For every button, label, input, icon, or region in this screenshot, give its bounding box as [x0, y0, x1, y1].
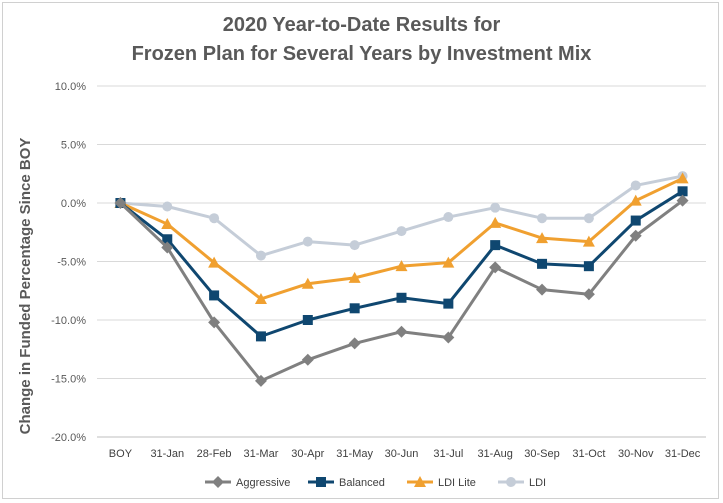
x-tick-label: 31-May: [336, 448, 373, 460]
legend-marker: [212, 476, 224, 488]
data-point-ldi: [396, 226, 407, 237]
x-tick-label: 31-Oct: [572, 448, 605, 460]
data-point-aggressive: [301, 353, 314, 366]
data-point-ldi: [583, 213, 594, 224]
data-point-aggressive: [442, 331, 455, 344]
legend-label: LDI: [529, 477, 546, 489]
legend-marker: [316, 477, 326, 487]
data-point-ldi-lite: [582, 235, 595, 247]
data-point-balanced: [162, 234, 173, 245]
data-point-balanced: [583, 261, 594, 272]
data-point-balanced: [396, 292, 407, 303]
y-tick-label: 5.0%: [61, 140, 86, 152]
data-point-aggressive: [254, 374, 267, 387]
series-layer: [114, 171, 689, 387]
data-point-aggressive: [161, 241, 174, 254]
x-tick-label: 31-Jul: [433, 448, 463, 460]
x-tick-label: 30-Apr: [291, 448, 324, 460]
y-tick-label: -5.0%: [57, 257, 86, 269]
data-point-aggressive: [348, 337, 361, 350]
data-point-balanced: [677, 186, 688, 197]
chart-frame: [2, 2, 719, 499]
legend-marker: [506, 477, 516, 487]
x-tick-label: 28-Feb: [197, 448, 232, 460]
data-point-ldi-lite: [208, 256, 221, 268]
data-point-ldi-lite: [536, 232, 549, 244]
x-tick-label: 30-Jun: [385, 448, 419, 460]
legend: Aggressive Balanced LDI Lite LDI: [205, 476, 546, 489]
y-tick-label: 0.0%: [61, 198, 86, 210]
data-point-aggressive: [395, 325, 408, 338]
data-point-ldi-lite: [395, 260, 408, 272]
data-point-ldi: [255, 250, 266, 261]
y-tick-label: 10.0%: [55, 81, 86, 93]
legend-marker: [414, 476, 426, 487]
data-point-ldi-lite: [676, 172, 689, 184]
y-axis-label: Change in Funded Percentage Since BOY: [17, 138, 34, 435]
legend-item-balanced: Balanced: [308, 477, 385, 489]
y-tick-label: -10.0%: [51, 315, 86, 327]
data-point-ldi-lite: [489, 216, 502, 228]
data-point-aggressive: [582, 288, 595, 301]
legend-label: LDI Lite: [438, 477, 476, 489]
data-point-aggressive: [629, 229, 642, 242]
data-point-balanced: [209, 290, 220, 301]
x-tick-label: 31-Jan: [150, 448, 184, 460]
data-point-ldi: [537, 213, 548, 224]
data-point-ldi-lite: [301, 277, 314, 289]
x-tick-label: 30-Nov: [618, 448, 654, 460]
chart-title-line-2: Frozen Plan for Several Years by Investm…: [131, 43, 592, 65]
data-point-ldi: [630, 180, 641, 191]
data-point-ldi: [443, 212, 454, 223]
data-point-ldi-lite: [629, 194, 642, 206]
data-point-balanced: [302, 315, 313, 325]
data-point-balanced: [537, 258, 548, 269]
data-point-ldi: [490, 202, 501, 213]
chart-title-line-1: 2020 Year-to-Date Results for: [222, 14, 501, 36]
data-point-balanced: [255, 331, 266, 342]
legend-label: Balanced: [339, 477, 385, 489]
y-axis-ticks: 10.0% 5.0% 0.0% -5.0% -10.0% -15.0% -20.0%: [51, 81, 86, 444]
legend-label: Aggressive: [236, 477, 290, 489]
data-point-ldi-lite: [161, 218, 174, 230]
x-tick-label: BOY: [109, 448, 133, 460]
data-point-ldi: [209, 213, 220, 224]
data-point-ldi-lite: [442, 256, 455, 268]
data-point-ldi: [302, 236, 313, 247]
x-tick-label: 31-Aug: [477, 448, 512, 460]
data-point-ldi-lite: [348, 271, 361, 283]
y-tick-label: -20.0%: [51, 432, 86, 444]
data-point-aggressive: [208, 316, 221, 329]
y-tick-label: -15.0%: [51, 374, 86, 386]
legend-item-ldi: LDI: [498, 477, 546, 489]
x-tick-label: 30-Sep: [524, 448, 559, 460]
data-point-balanced: [349, 303, 360, 314]
series-ldi-lite: [114, 172, 689, 304]
data-point-ldi: [349, 240, 360, 251]
data-point-ldi-lite: [254, 292, 267, 304]
data-point-balanced: [490, 240, 501, 251]
x-axis-ticks: BOY 31-Jan 28-Feb 31-Mar 30-Apr 31-May 30-Jun 3…: [109, 448, 701, 460]
series-line-ldi: [120, 174, 683, 258]
data-point-balanced: [630, 215, 641, 226]
series-aggressive: [114, 194, 689, 387]
data-point-aggressive: [536, 283, 549, 296]
legend-item-ldi-lite: LDI Lite: [407, 476, 476, 489]
x-tick-label: 31-Dec: [665, 448, 701, 460]
data-point-ldi: [162, 201, 173, 212]
data-point-balanced: [443, 298, 454, 309]
data-point-aggressive: [489, 261, 502, 274]
x-tick-label: 31-Mar: [244, 448, 279, 460]
data-point-aggressive: [676, 194, 689, 207]
series-ldi: [115, 171, 688, 261]
legend-item-aggressive: Aggressive: [205, 476, 290, 489]
data-point-aggressive: [114, 197, 127, 209]
